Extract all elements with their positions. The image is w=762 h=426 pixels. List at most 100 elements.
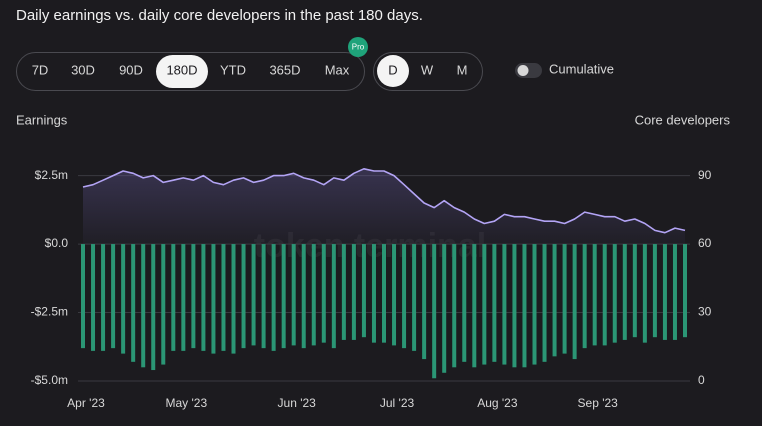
- range-group: [16, 52, 365, 91]
- granularity-button[interactable]: D: [388, 62, 397, 77]
- range-button[interactable]: 180D: [166, 62, 197, 77]
- earnings-bar: [482, 244, 487, 365]
- earnings-bar: [432, 244, 437, 379]
- y-tick-label: -$2.5m: [31, 305, 68, 319]
- earnings-bar: [201, 244, 206, 351]
- earnings-bar: [131, 244, 136, 362]
- earnings-bar: [522, 244, 527, 368]
- earnings-bar: [612, 244, 617, 343]
- earnings-bar: [462, 244, 467, 362]
- earnings-bar: [562, 244, 567, 354]
- earnings-bar: [371, 244, 376, 343]
- earnings-bar: [452, 244, 457, 368]
- earnings-bar: [542, 244, 547, 362]
- x-tick-label: Sep '23: [578, 396, 619, 410]
- y-axis-title: Earnings: [16, 112, 68, 127]
- earnings-bar: [101, 244, 106, 351]
- earnings-bar: [301, 244, 306, 349]
- y2-tick-label: 60: [698, 236, 712, 250]
- granularity-group: [373, 52, 483, 91]
- range-button[interactable]: Max: [325, 62, 350, 77]
- earnings-bar: [552, 244, 557, 357]
- earnings-bar: [422, 244, 427, 360]
- earnings-bar: [351, 244, 356, 340]
- range-button[interactable]: 365D: [269, 62, 300, 77]
- earnings-bar: [492, 244, 497, 362]
- earnings-bar: [321, 244, 326, 343]
- toggle-label: Cumulative: [549, 61, 614, 76]
- pro-badge-bg: [348, 37, 368, 57]
- earnings-bar: [412, 244, 417, 351]
- range-button[interactable]: 7D: [32, 62, 49, 77]
- earnings-bar: [361, 244, 366, 338]
- earnings-bar: [572, 244, 577, 360]
- earnings-bar: [141, 244, 146, 368]
- developers-area: [83, 168, 685, 245]
- earnings-bar: [622, 244, 627, 340]
- granularity-selected-bg: [377, 55, 409, 87]
- earnings-bar: [251, 244, 256, 346]
- earnings-bar: [512, 244, 517, 368]
- x-tick-label: Jul '23: [380, 396, 415, 410]
- earnings-bar: [161, 244, 166, 365]
- earnings-bar: [81, 244, 85, 349]
- earnings-bar: [331, 244, 336, 349]
- earnings-bar: [291, 244, 296, 346]
- earnings-bar: [281, 244, 286, 349]
- range-button[interactable]: 30D: [71, 62, 95, 77]
- earnings-bar: [111, 244, 116, 349]
- earnings-bar: [402, 244, 407, 349]
- earnings-bar: [642, 244, 647, 343]
- y-tick-label: -$5.0m: [31, 373, 68, 387]
- page-title: Daily earnings vs. daily core developers…: [16, 7, 423, 24]
- earnings-bar: [672, 244, 677, 340]
- toggle-knob: [517, 65, 529, 76]
- x-tick-label: Aug '23: [477, 396, 518, 410]
- earnings-bar: [241, 244, 246, 349]
- earnings-bar: [392, 244, 397, 346]
- earnings-bar: [231, 244, 236, 354]
- earnings-bar: [582, 244, 587, 349]
- earnings-bar: [211, 244, 216, 354]
- earnings-bar: [271, 244, 276, 351]
- controls: 7D 30D 90D 180D YTD 365D Max Pro D W M Cumulative: [32, 37, 614, 88]
- y2-tick-label: 90: [698, 168, 712, 182]
- earnings-bar: [652, 244, 657, 338]
- earnings-bar: [662, 244, 667, 340]
- granularity-button[interactable]: W: [421, 62, 434, 77]
- y2-axis-title: Core developers: [635, 112, 731, 127]
- y2-tick-label: 0: [698, 373, 705, 387]
- range-selected-bg: [156, 55, 208, 88]
- earnings-bar: [191, 244, 196, 349]
- granularity-button[interactable]: M: [457, 62, 468, 77]
- earnings-bar: [261, 244, 266, 349]
- earnings-bar: [442, 244, 447, 373]
- y-tick-label: $2.5m: [35, 168, 68, 182]
- x-tick-label: Apr '23: [67, 396, 105, 410]
- earnings-bar: [532, 244, 537, 365]
- y-tick-label: $0.0: [45, 236, 69, 250]
- pro-badge: Pro: [352, 43, 365, 52]
- earnings-bar: [311, 244, 316, 346]
- earnings-bar: [91, 244, 96, 351]
- earnings-bar: [341, 244, 346, 340]
- earnings-bar: [632, 244, 637, 338]
- developers-line: [82, 168, 686, 234]
- earnings-bar: [602, 244, 607, 346]
- earnings-bar: [221, 244, 226, 351]
- earnings-bar: [171, 244, 176, 351]
- earnings-bar: [502, 244, 507, 365]
- range-button[interactable]: YTD: [220, 62, 246, 77]
- range-button[interactable]: 90D: [119, 62, 143, 77]
- x-tick-label: May '23: [166, 396, 208, 410]
- earnings-bar: [151, 244, 156, 371]
- earnings-bar: [592, 244, 597, 346]
- earnings-bar: [683, 244, 687, 338]
- x-tick-label: Jun '23: [278, 396, 317, 410]
- y2-tick-label: 30: [698, 305, 712, 319]
- earnings-bar: [472, 244, 477, 368]
- earnings-bar: [121, 244, 126, 354]
